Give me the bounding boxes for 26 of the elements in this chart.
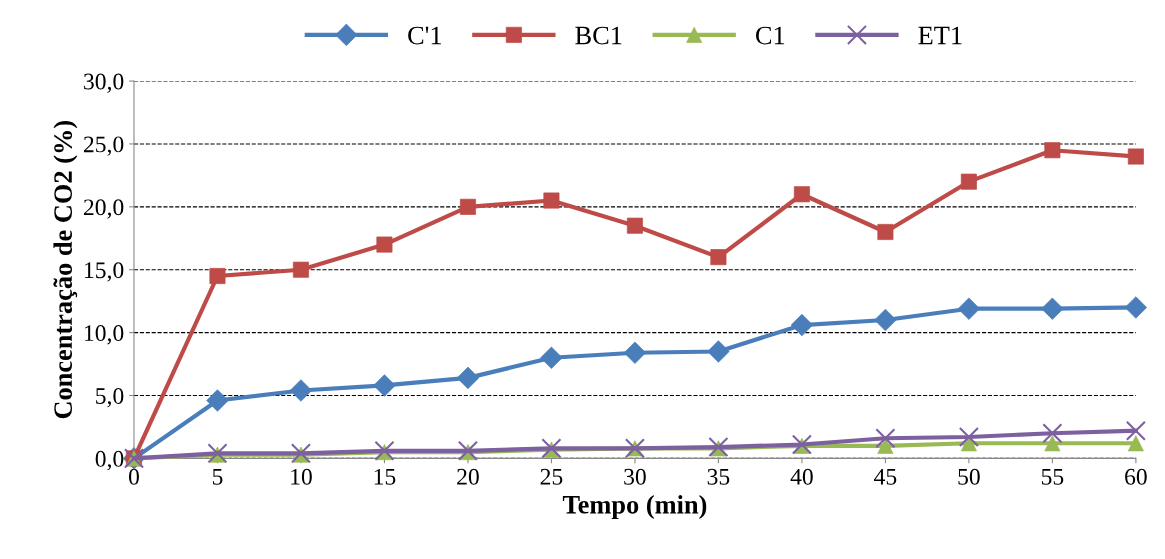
x-tick-label: 25 [540,468,563,485]
x-tick-label: 0 [128,468,139,485]
x-tick-label: 20 [457,468,479,485]
y-tick-label: 30,0 [84,73,124,93]
x-tick-label: 15 [374,468,396,485]
legend-label: C'1 [408,26,442,45]
x-tick-label: 5 [212,469,223,485]
legend-label: BC1 [575,26,622,45]
x-tick-label: 30 [624,468,646,485]
legend-label: ET1 [918,26,962,45]
x-tick-label: 50 [958,468,980,485]
x-tick-label: 45 [874,468,897,485]
y-tick-label: 5,0 [96,387,124,408]
x-axis-title: Tempo (min) [562,495,707,519]
y-tick-label: 10,0 [85,325,124,345]
x-tick-label: 55 [1041,469,1064,485]
y-tick-label: 20,0 [83,199,124,219]
x-tick-label: 60 [1125,468,1147,485]
y-tick-label: 25,0 [83,136,124,156]
y-tick-label: 15,0 [85,262,124,282]
x-tick-label: 35 [707,468,730,485]
x-tick-label: 10 [291,468,312,485]
legend-label: C1 [755,26,785,45]
x-tick-label: 40 [790,468,813,485]
y-tick-label: 0,0 [95,450,124,471]
y-axis-title: Concentração de CO2 (%) [53,121,78,419]
